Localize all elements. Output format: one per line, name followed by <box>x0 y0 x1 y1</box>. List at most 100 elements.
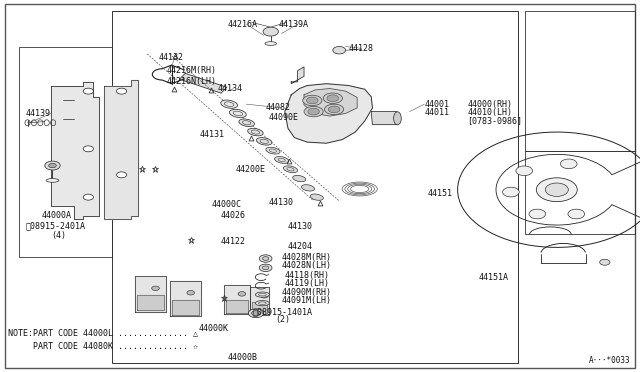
Ellipse shape <box>230 109 246 118</box>
Text: 44139: 44139 <box>26 109 51 118</box>
Ellipse shape <box>266 147 280 154</box>
Circle shape <box>252 311 260 316</box>
Polygon shape <box>137 295 164 310</box>
Circle shape <box>83 146 93 152</box>
Circle shape <box>600 259 610 265</box>
Text: 44118(RH): 44118(RH) <box>285 271 330 280</box>
Polygon shape <box>172 300 199 314</box>
Ellipse shape <box>292 175 306 182</box>
Circle shape <box>516 166 532 176</box>
Polygon shape <box>250 287 269 315</box>
Ellipse shape <box>323 93 342 103</box>
Ellipse shape <box>255 301 269 306</box>
Text: NOTE:PART CODE 44000L .............. △: NOTE:PART CODE 44000L .............. △ <box>8 328 198 337</box>
Polygon shape <box>179 73 227 93</box>
Circle shape <box>262 257 269 260</box>
Text: 44122: 44122 <box>221 237 246 246</box>
Circle shape <box>116 88 127 94</box>
Polygon shape <box>252 302 267 314</box>
Circle shape <box>529 209 546 219</box>
Ellipse shape <box>394 112 401 125</box>
Text: 44132: 44132 <box>159 53 184 62</box>
Text: 44091M(LH): 44091M(LH) <box>282 296 332 305</box>
Circle shape <box>83 194 93 200</box>
Text: 44151: 44151 <box>428 189 452 198</box>
Bar <box>525 151 635 234</box>
Polygon shape <box>104 80 138 219</box>
Ellipse shape <box>265 42 276 45</box>
Text: A···*0033: A···*0033 <box>589 356 630 365</box>
Text: (2): (2) <box>275 315 290 324</box>
Text: Ⓢ08915-2401A: Ⓢ08915-2401A <box>26 222 86 231</box>
Circle shape <box>545 183 568 196</box>
Text: 44010(LH): 44010(LH) <box>467 108 512 117</box>
Text: 44090M(RH): 44090M(RH) <box>282 288 332 296</box>
Bar <box>112 11 518 363</box>
Circle shape <box>49 163 56 168</box>
Text: 44000B: 44000B <box>227 353 257 362</box>
Circle shape <box>561 159 577 169</box>
Circle shape <box>568 209 584 219</box>
Circle shape <box>333 46 346 54</box>
Text: 44151A: 44151A <box>479 273 509 282</box>
Ellipse shape <box>304 106 323 117</box>
Polygon shape <box>291 67 304 84</box>
Text: 44139A: 44139A <box>278 20 308 29</box>
Ellipse shape <box>221 100 237 108</box>
Circle shape <box>308 108 319 115</box>
Ellipse shape <box>248 128 263 136</box>
Circle shape <box>187 291 195 295</box>
Ellipse shape <box>303 95 322 106</box>
Text: 44119(LH): 44119(LH) <box>285 279 330 288</box>
Circle shape <box>259 255 272 262</box>
Bar <box>19 46 112 257</box>
Polygon shape <box>371 112 398 125</box>
Ellipse shape <box>257 138 272 145</box>
Text: (4): (4) <box>51 231 66 240</box>
Circle shape <box>328 106 340 113</box>
Circle shape <box>83 88 93 94</box>
Polygon shape <box>170 280 201 316</box>
Text: PART CODE 44080K .............. ☆: PART CODE 44080K .............. ☆ <box>8 341 198 350</box>
Ellipse shape <box>275 157 289 163</box>
Text: 44131: 44131 <box>200 130 225 139</box>
Bar <box>525 11 635 151</box>
Text: 44026: 44026 <box>221 211 246 220</box>
Circle shape <box>307 97 318 104</box>
Text: 44090E: 44090E <box>269 113 299 122</box>
Ellipse shape <box>239 119 255 126</box>
Text: 44216N(LH): 44216N(LH) <box>166 77 216 86</box>
Text: 44200E: 44200E <box>236 165 266 174</box>
Text: 44130: 44130 <box>288 222 313 231</box>
Text: 44130: 44130 <box>269 198 294 207</box>
Polygon shape <box>224 285 250 314</box>
Polygon shape <box>285 84 372 143</box>
Circle shape <box>262 266 269 270</box>
Ellipse shape <box>324 104 344 115</box>
Text: 44204: 44204 <box>288 242 313 251</box>
Text: 44128: 44128 <box>349 44 374 53</box>
Text: 44216M(RH): 44216M(RH) <box>166 66 216 75</box>
Circle shape <box>263 27 278 36</box>
Text: [0783-0986]: [0783-0986] <box>467 116 522 125</box>
Ellipse shape <box>310 194 323 201</box>
Circle shape <box>536 178 577 202</box>
Text: 44082: 44082 <box>266 103 291 112</box>
Text: 44216A: 44216A <box>227 20 257 29</box>
Circle shape <box>259 264 272 272</box>
Text: 44000K: 44000K <box>198 324 228 333</box>
Text: 44000A: 44000A <box>42 211 72 220</box>
Polygon shape <box>135 276 166 312</box>
Text: Ⓢ08915-1401A: Ⓢ08915-1401A <box>253 307 313 316</box>
Circle shape <box>116 172 127 178</box>
Circle shape <box>502 187 519 197</box>
Circle shape <box>260 294 268 298</box>
Circle shape <box>45 161 60 170</box>
Circle shape <box>238 292 246 296</box>
Text: 44001: 44001 <box>424 100 449 109</box>
Text: 44000C: 44000C <box>211 200 241 209</box>
Ellipse shape <box>255 292 269 297</box>
Text: 44028M(RH): 44028M(RH) <box>282 253 332 262</box>
Polygon shape <box>51 82 99 219</box>
Ellipse shape <box>46 179 59 182</box>
